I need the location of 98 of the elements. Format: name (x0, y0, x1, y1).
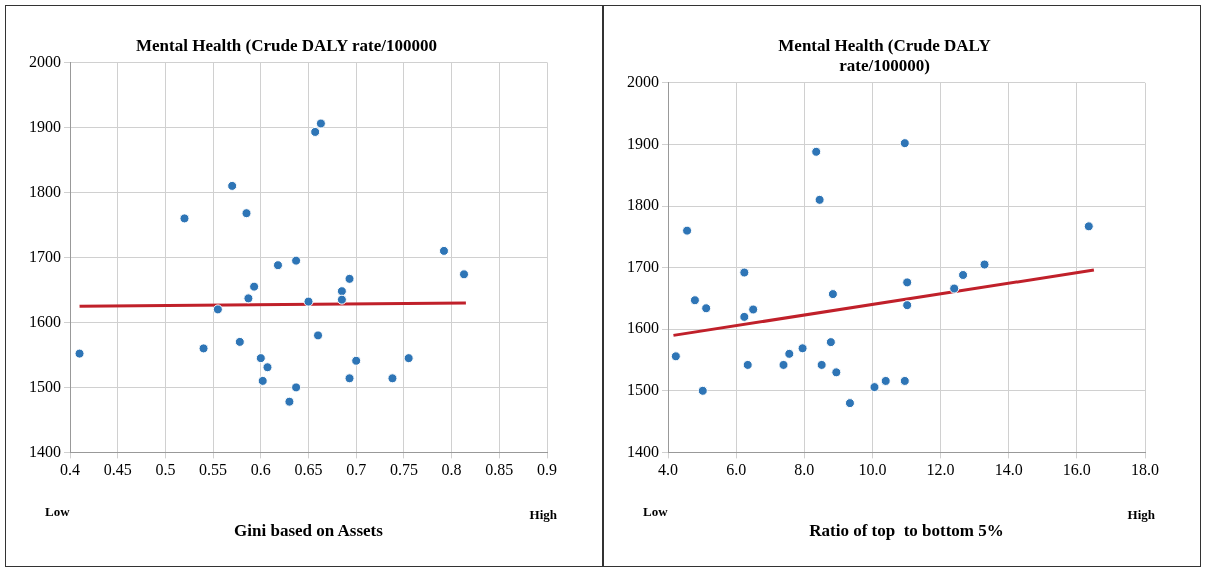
point (310, 126, 321, 137)
point (313, 330, 324, 341)
x-tick-label: 8.0 (794, 461, 815, 479)
point (291, 382, 302, 393)
point (844, 398, 855, 409)
text: Low (45, 503, 71, 519)
point (387, 373, 398, 384)
point (670, 351, 681, 362)
y-tick-label: 1400 (627, 442, 659, 460)
point (899, 138, 910, 149)
x-tick-label: 0.75 (389, 461, 418, 479)
point (336, 294, 347, 305)
point (241, 208, 252, 219)
y-tick-label: 1500 (29, 377, 61, 395)
point (272, 260, 283, 271)
point (438, 245, 449, 256)
point (697, 385, 708, 396)
point (778, 359, 789, 370)
point (739, 267, 750, 278)
point (227, 180, 238, 191)
point (212, 304, 223, 315)
point (234, 336, 245, 347)
point (74, 348, 85, 359)
y-tick-label: 2000 (627, 73, 659, 90)
point (284, 396, 295, 407)
point (315, 118, 326, 129)
point (816, 359, 827, 370)
point (243, 293, 254, 304)
point (899, 375, 910, 386)
point (303, 296, 314, 307)
x-tick-label: 0.55 (199, 461, 228, 479)
point (291, 255, 302, 266)
point (831, 367, 842, 378)
x-tick-label: 6.0 (726, 461, 747, 479)
y-tick-label: 2000 (29, 52, 61, 70)
x-axis-title: Ratio of top to bottom 5% (809, 521, 1004, 541)
point (814, 194, 825, 205)
x-axis-title: Gini based on Assets (234, 521, 384, 541)
point (701, 303, 712, 314)
x-tick-label: 12.0 (926, 461, 955, 479)
x-tick-label: 0.7 (346, 461, 367, 479)
point (742, 359, 753, 370)
point (979, 259, 990, 270)
y-tick-label: 1900 (29, 117, 61, 135)
y-tick-label: 1800 (29, 182, 61, 200)
point (1083, 221, 1094, 232)
x-tick-label: 0.45 (103, 461, 132, 479)
x-tick-label: 18.0 (1131, 461, 1159, 479)
x-tick-label: 0.9 (537, 461, 557, 479)
point (827, 289, 838, 300)
text: High (529, 506, 558, 522)
point (949, 283, 960, 294)
x-tick-label: 0.65 (294, 461, 323, 479)
point (748, 304, 759, 315)
point (958, 269, 969, 280)
x-tick-label: 0.8 (441, 461, 462, 479)
point (689, 295, 700, 306)
point (257, 375, 268, 386)
y-tick-label: 1600 (627, 319, 659, 337)
chart-title: Mental Health (Crude DALY rate/100000 (136, 35, 437, 55)
x-tick-label: 16.0 (1062, 461, 1091, 479)
x-tick-label: 0.5 (155, 461, 176, 479)
point (459, 269, 469, 280)
point (880, 375, 891, 386)
point (198, 343, 209, 354)
point (869, 382, 880, 393)
y-tick-label: 1900 (627, 134, 659, 152)
point (344, 273, 355, 284)
text: High (1127, 506, 1156, 522)
x-tick-label: 10.0 (858, 461, 887, 479)
text: Low (643, 503, 669, 519)
point (351, 355, 362, 366)
point (262, 362, 273, 373)
x-tick-label: 0.85 (485, 461, 514, 479)
y-tick-label: 1800 (627, 196, 659, 214)
point (344, 373, 355, 384)
y-tick-label: 1500 (627, 381, 659, 398)
chart-title: Mental Health (Crude DALY rate/100000) (778, 35, 991, 75)
point (902, 300, 913, 311)
point (902, 277, 913, 288)
point (682, 225, 693, 236)
y-tick-label: 1700 (29, 247, 61, 265)
point (811, 146, 822, 157)
point (825, 337, 836, 348)
point (739, 311, 750, 322)
point (797, 343, 808, 354)
y-tick-label: 1600 (29, 312, 61, 330)
x-tick-label: 0.6 (250, 461, 271, 479)
x-tick-label: 0.4 (60, 461, 80, 479)
point (784, 348, 795, 359)
y-tick-label: 1400 (29, 442, 61, 460)
point (249, 281, 260, 292)
point (179, 213, 190, 224)
point (255, 353, 266, 364)
x-tick-label: 4.0 (658, 461, 678, 479)
y-tick-label: 1700 (627, 257, 659, 275)
point (403, 353, 414, 364)
x-tick-label: 14.0 (994, 461, 1023, 479)
